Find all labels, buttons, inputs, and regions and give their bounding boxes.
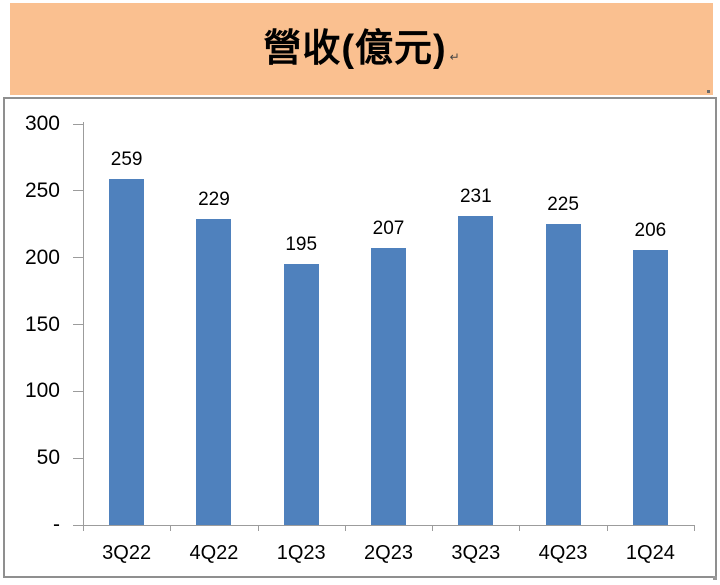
- bar-chart: 300 250 200 150 100 50 - 259 3Q22 229 4Q22 195 1Q23 2…: [5, 99, 715, 576]
- y-axis-tick-label: 100: [24, 379, 60, 403]
- paragraph-mark-icon: ↵: [449, 50, 460, 64]
- y-axis-tick: [73, 324, 83, 325]
- bar-value-label: 229: [198, 188, 230, 210]
- anchor-mark-icon: [713, 576, 717, 580]
- x-axis-tick-label: 1Q23: [276, 542, 326, 564]
- x-axis-tick-label: 2Q23: [364, 542, 413, 564]
- bar-value-label: 206: [634, 219, 667, 241]
- bar: [632, 249, 668, 525]
- y-axis-tick: [73, 390, 83, 392]
- bar: [196, 218, 232, 525]
- x-axis-tick: [606, 525, 608, 531]
- x-axis-tick-label: 3Q22: [102, 542, 152, 564]
- x-axis-tick: [432, 525, 434, 531]
- x-axis-tick-label: 3Q23: [451, 542, 501, 564]
- x-axis-tick: [257, 525, 259, 531]
- y-axis-tick: [73, 457, 83, 459]
- bar-value-label: 195: [285, 234, 318, 256]
- y-axis-tick-label: 50: [36, 446, 60, 470]
- chart-frame: 300 250 200 150 100 50 - 259 3Q22 229 4Q22 195 1Q23 2…: [3, 97, 717, 578]
- x-axis-tick: [170, 525, 172, 531]
- y-axis-tick-label: -: [53, 513, 60, 536]
- x-axis-tick-label: 1Q24: [625, 542, 675, 564]
- x-axis-tick: [694, 525, 696, 531]
- y-axis-tick-label: 200: [24, 245, 60, 269]
- bar: [283, 264, 319, 525]
- chart-title: 營收(億元): [263, 28, 447, 70]
- y-axis-tick: [73, 524, 83, 526]
- y-axis-tick: [73, 190, 83, 192]
- y-axis-tick: [73, 123, 83, 125]
- bar: [545, 224, 581, 525]
- x-axis-tick: [83, 525, 84, 531]
- chart-title-banner: 營收(億元) ↵: [10, 3, 713, 95]
- y-axis-tick: [73, 257, 83, 259]
- x-axis-line: [83, 525, 695, 526]
- bar-value-label: 225: [547, 194, 579, 216]
- bar: [458, 216, 494, 525]
- x-axis-tick-label: 4Q23: [538, 542, 588, 564]
- anchor-mark-icon: [707, 90, 710, 93]
- bar: [109, 178, 145, 525]
- y-axis-line: [83, 122, 84, 525]
- x-axis-tick-label: 4Q22: [189, 542, 239, 564]
- x-axis-tick: [344, 525, 346, 531]
- y-axis-tick-label: 250: [24, 178, 60, 202]
- bar-value-label: 259: [110, 148, 143, 170]
- bar-value-label: 207: [372, 218, 405, 240]
- y-axis-tick-label: 300: [24, 112, 60, 135]
- y-axis-tick-label: 150: [24, 312, 60, 336]
- bar-value-label: 231: [459, 186, 492, 208]
- bar: [371, 248, 406, 525]
- x-axis-tick: [519, 525, 521, 531]
